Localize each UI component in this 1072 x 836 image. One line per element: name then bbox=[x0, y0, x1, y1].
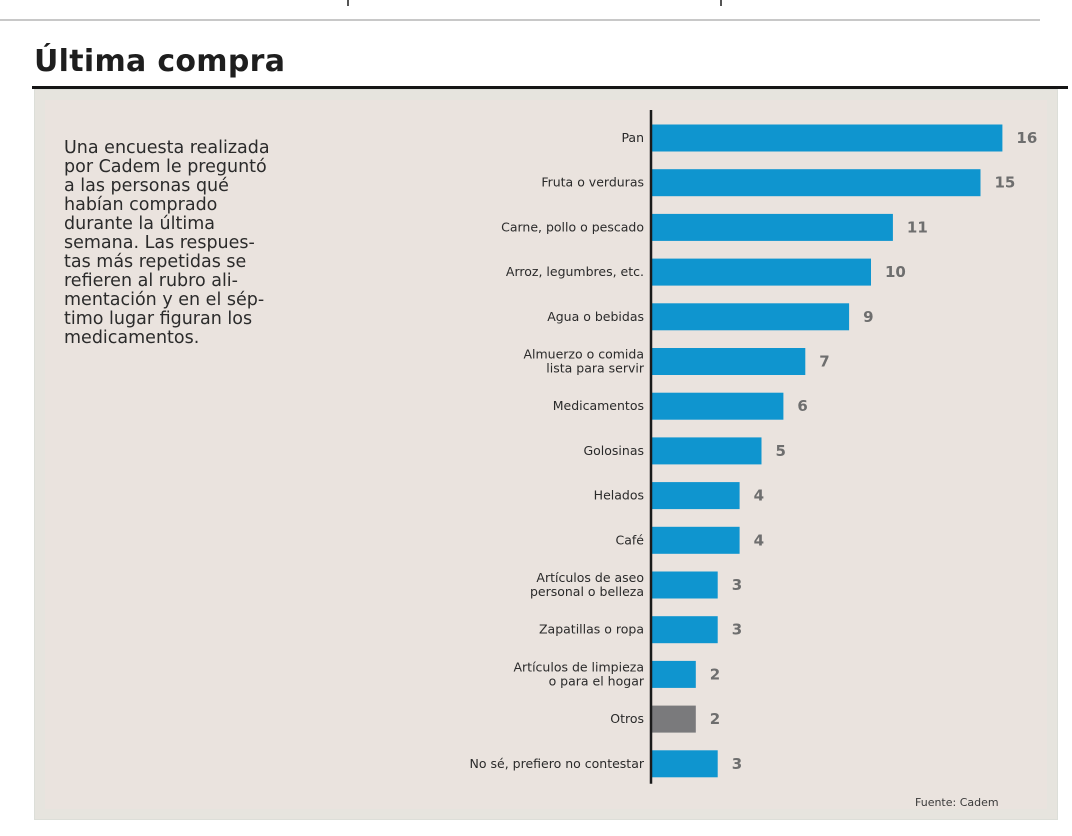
intro-line: refieren al rubro ali- bbox=[64, 271, 238, 291]
top-column-marker bbox=[720, 0, 722, 6]
value-label: 10 bbox=[885, 263, 906, 281]
value-label: 3 bbox=[732, 576, 742, 594]
source-credit: Fuente: Cadem bbox=[915, 796, 999, 809]
title-underline bbox=[32, 86, 1068, 89]
bar bbox=[652, 705, 696, 733]
bar bbox=[652, 213, 893, 241]
value-label: 3 bbox=[732, 755, 742, 773]
category-label: Agua o bebidas bbox=[547, 309, 644, 324]
intro-line: medicamentos. bbox=[64, 328, 200, 348]
category-label: Almuerzo o comida bbox=[523, 347, 644, 362]
category-label: Helados bbox=[594, 488, 644, 503]
category-label: Carne, pollo o pescado bbox=[501, 219, 644, 234]
bar bbox=[652, 169, 981, 197]
bar bbox=[652, 437, 762, 465]
value-label: 2 bbox=[710, 665, 720, 683]
category-label: Golosinas bbox=[583, 443, 644, 458]
value-label: 9 bbox=[863, 308, 873, 326]
category-label: Zapatillas o ropa bbox=[539, 622, 644, 637]
value-label: 2 bbox=[710, 710, 720, 728]
intro-line: Una encuesta realizada bbox=[64, 138, 270, 158]
category-label: Café bbox=[616, 532, 645, 547]
intro-line: durante la última bbox=[64, 214, 215, 234]
intro-line: a las personas qué bbox=[64, 176, 229, 196]
bar bbox=[652, 258, 871, 286]
category-label: Fruta o verduras bbox=[541, 175, 644, 190]
value-label: 6 bbox=[797, 397, 807, 415]
bar bbox=[652, 526, 740, 554]
category-label: Medicamentos bbox=[553, 398, 644, 413]
bar bbox=[652, 750, 718, 778]
category-label: personal o belleza bbox=[530, 584, 644, 599]
intro-text: Una encuesta realizada por Cadem le preg… bbox=[64, 139, 394, 348]
bar bbox=[652, 571, 718, 599]
intro-line: semana. Las respues- bbox=[64, 233, 255, 253]
intro-line: habían comprado bbox=[64, 195, 218, 215]
bar bbox=[652, 348, 806, 375]
value-label: 5 bbox=[776, 442, 786, 460]
category-label: Otros bbox=[610, 711, 644, 726]
value-label: 4 bbox=[754, 487, 764, 505]
value-label: 7 bbox=[819, 353, 829, 371]
top-divider bbox=[0, 19, 1040, 21]
chart-panel bbox=[34, 89, 1058, 820]
category-label: Artículos de limpieza bbox=[513, 659, 644, 674]
chart-title: Última compra bbox=[34, 44, 286, 79]
value-label: 4 bbox=[754, 531, 764, 549]
value-label: 3 bbox=[732, 621, 742, 639]
bar bbox=[652, 482, 740, 510]
category-label: No sé, prefiero no contestar bbox=[470, 756, 645, 771]
category-label: lista para servir bbox=[546, 361, 645, 376]
bar bbox=[652, 392, 784, 420]
value-label: 16 bbox=[1016, 129, 1037, 147]
intro-line: por Cadem le preguntó bbox=[64, 157, 267, 177]
bar bbox=[652, 124, 1003, 152]
category-label: Pan bbox=[621, 130, 644, 145]
category-label: Arroz, legumbres, etc. bbox=[506, 264, 644, 279]
bar bbox=[652, 616, 718, 644]
bar bbox=[652, 660, 696, 688]
category-label: Artículos de aseo bbox=[536, 570, 644, 585]
intro-line: mentación y en el sép- bbox=[64, 290, 265, 310]
intro-line: tas más repetidas se bbox=[64, 252, 247, 272]
category-label: o para el hogar bbox=[549, 673, 645, 688]
value-label: 15 bbox=[995, 174, 1016, 192]
top-column-marker bbox=[347, 0, 349, 6]
bar bbox=[652, 303, 850, 331]
value-label: 11 bbox=[907, 218, 928, 236]
intro-line: timo lugar figuran los bbox=[64, 309, 253, 329]
